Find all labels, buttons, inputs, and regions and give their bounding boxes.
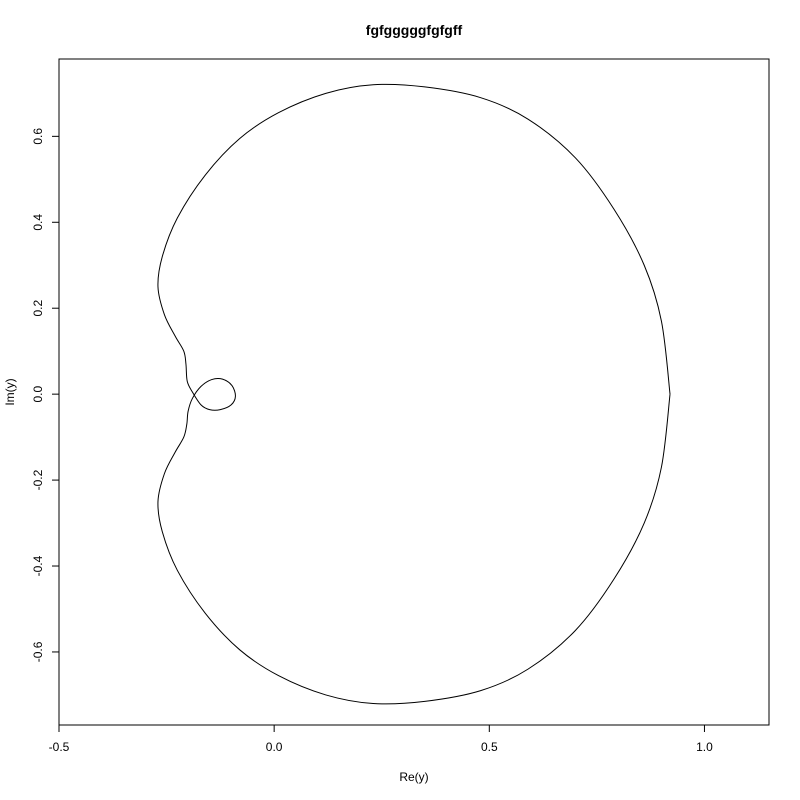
y-axis: -0.6 -0.4 -0.2 0.0 0.2 0.4 0.6 — [31, 128, 60, 662]
y-tick-label: 0.2 — [31, 300, 45, 317]
y-tick-label: 0.4 — [31, 214, 45, 231]
x-tick-label: -0.5 — [49, 740, 70, 754]
y-tick-label: -0.4 — [31, 555, 45, 576]
chart-title: fgfgggggfgfgff — [366, 22, 463, 38]
x-axis: -0.5 0.0 0.5 1.0 — [49, 724, 713, 754]
x-axis-label: Re(y) — [399, 770, 428, 784]
x-tick-label: 0.5 — [481, 740, 498, 754]
plot-frame — [58, 58, 770, 726]
y-tick-label: -0.6 — [31, 641, 45, 662]
x-tick-label: 0.0 — [266, 740, 283, 754]
y-tick-label: 0.6 — [31, 128, 45, 145]
y-tick-label: -0.2 — [31, 469, 45, 490]
y-tick-label: 0.0 — [31, 385, 45, 402]
x-tick-label: 1.0 — [696, 740, 713, 754]
series-line — [157, 83, 671, 705]
y-axis-label: Im(y) — [3, 378, 17, 405]
